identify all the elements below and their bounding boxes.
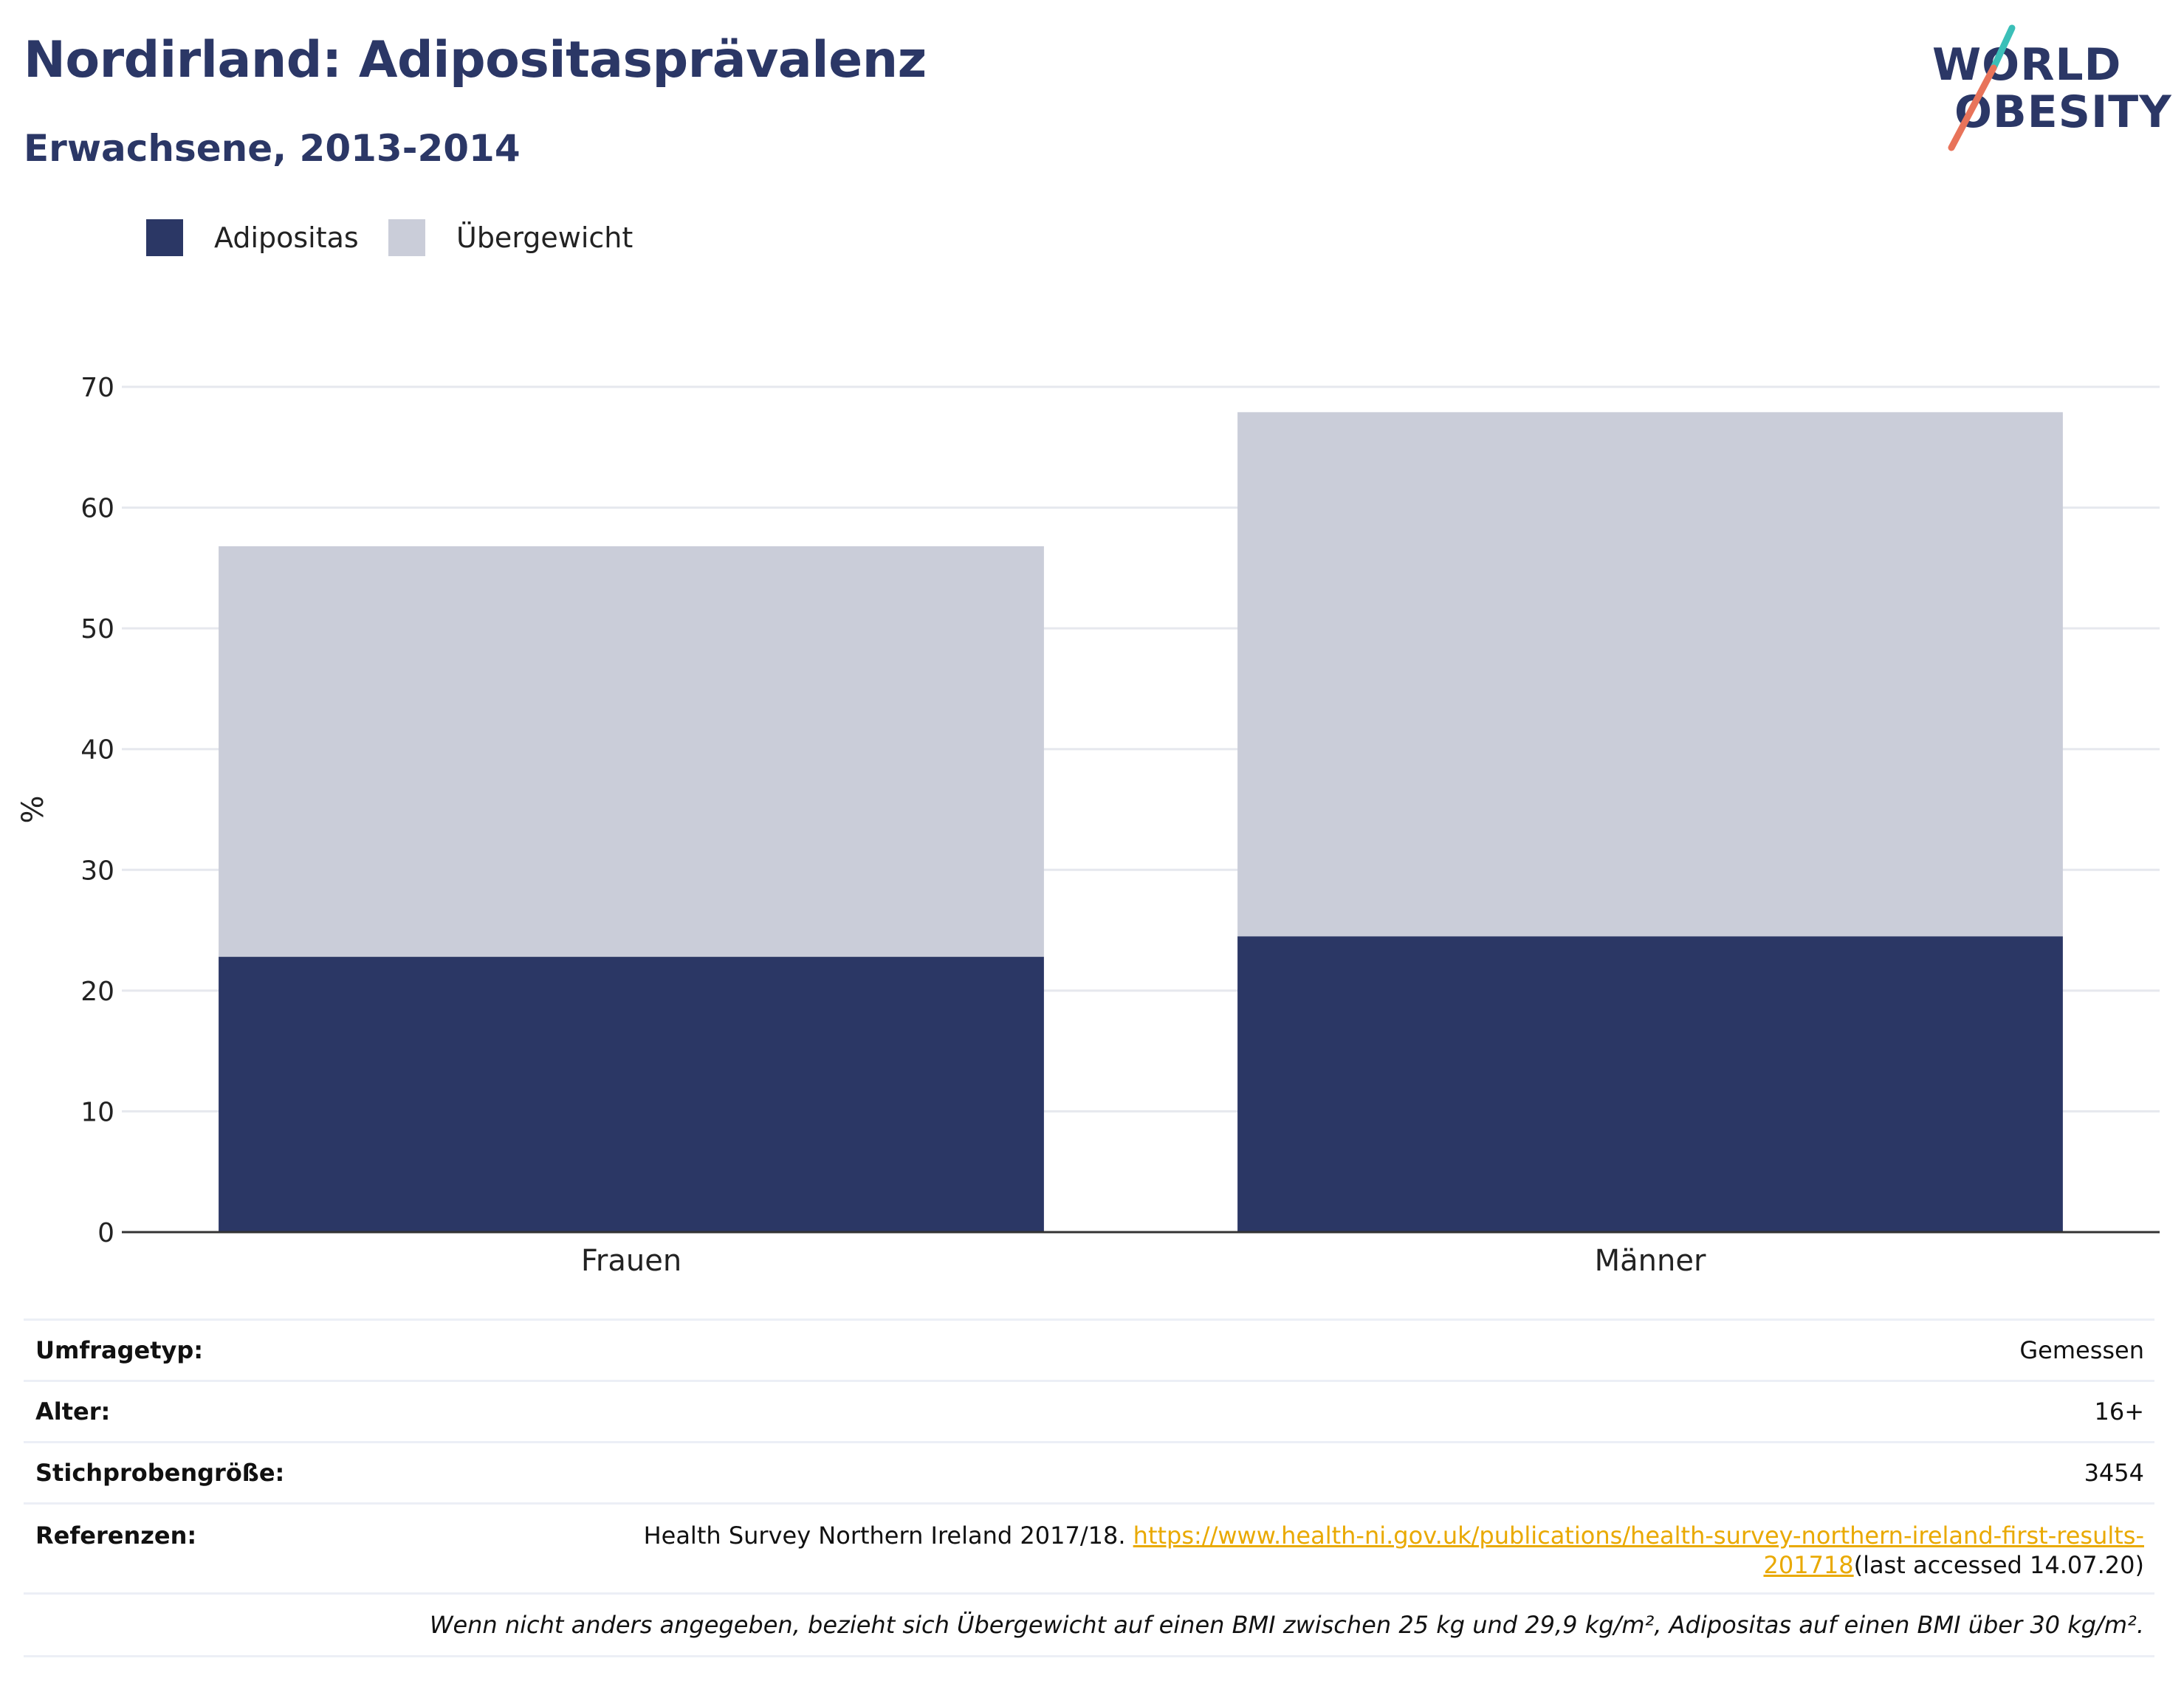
legend-label-adipositas: Adipositas (214, 221, 359, 254)
info-row-stichprobengroesse: Stichprobengröße: 3454 (24, 1441, 2154, 1502)
chart-subtitle: Erwachsene, 2013-2014 (24, 127, 521, 170)
world-obesity-logo: WORLD OBESITY (1923, 22, 2171, 155)
reference-link[interactable]: https://www.health-ni.gov.uk/publication… (1133, 1522, 2144, 1550)
bar-männer-uebergewicht (1237, 412, 2063, 937)
info-row-alter: Alter: 16+ (24, 1380, 2154, 1441)
legend-item-uebergewicht[interactable]: Übergewicht (388, 219, 633, 257)
y-tick-label-10: 10 (80, 1097, 114, 1127)
logo-line1: WORLD (1932, 39, 2122, 91)
y-tick-label-60: 60 (80, 494, 114, 524)
y-tick-label-70: 70 (80, 373, 114, 403)
survey-info-table: Umfragetyp: Gemessen Alter: 16+ Stichpro… (24, 1318, 2154, 1657)
bar-chart: 0 10 20 30 40 50 60 70% Frauen Männer (16, 373, 2160, 1278)
info-key-umfragetyp: Umfragetyp: (35, 1336, 204, 1364)
info-value-alter: 16+ (2094, 1397, 2144, 1426)
info-key-alter: Alter: (35, 1397, 111, 1426)
reference-text: Health Survey Northern Ireland 2017/18. (643, 1522, 1133, 1550)
info-row-umfragetyp: Umfragetyp: Gemessen (24, 1318, 2154, 1380)
legend-label-uebergewicht: Übergewicht (456, 221, 633, 254)
reference-link-continued[interactable]: 201718 (1763, 1551, 1854, 1579)
info-key-referenzen: Referenzen: (35, 1522, 197, 1550)
logo-line2: OBESITY (1954, 86, 2172, 138)
y-tick-label-0: 0 (97, 1218, 114, 1248)
legend-swatch-uebergewicht (388, 219, 425, 256)
reference-accessed: (last accessed 14.07.20) (1853, 1551, 2144, 1579)
x-tick-label-0: Frauen (581, 1244, 681, 1278)
info-value-referenzen: Health Survey Northern Ireland 2017/18. … (446, 1521, 2154, 1580)
y-tick-label-30: 30 (80, 856, 114, 886)
chart-title: Nordirland: Adipositasprävalenz (24, 31, 927, 89)
y-tick-label-50: 50 (80, 614, 114, 644)
info-value-stichprobengroesse: 3454 (2084, 1459, 2144, 1487)
info-row-note: Wenn nicht anders angegeben, bezieht sic… (24, 1592, 2154, 1657)
info-row-referenzen: Referenzen: Health Survey Northern Irela… (24, 1502, 2154, 1592)
bar-frauen-uebergewicht (219, 546, 1044, 957)
y-axis-title: % (16, 795, 50, 823)
y-tick-label-20: 20 (80, 977, 114, 1007)
legend-item-adipositas[interactable]: Adipositas (146, 219, 359, 257)
info-value-umfragetyp: Gemessen (2019, 1336, 2144, 1364)
bar-männer-adipositas (1237, 936, 2063, 1232)
info-key-stichprobengroesse: Stichprobengröße: (35, 1459, 285, 1487)
legend-swatch-adipositas (146, 219, 183, 256)
x-tick-label-1: Männer (1595, 1244, 1706, 1278)
bar-frauen-adipositas (219, 957, 1044, 1232)
definition-note: Wenn nicht anders angegeben, bezieht sic… (429, 1611, 2144, 1639)
y-tick-label-40: 40 (80, 735, 114, 766)
logo-slash-icon (1948, 24, 2016, 151)
